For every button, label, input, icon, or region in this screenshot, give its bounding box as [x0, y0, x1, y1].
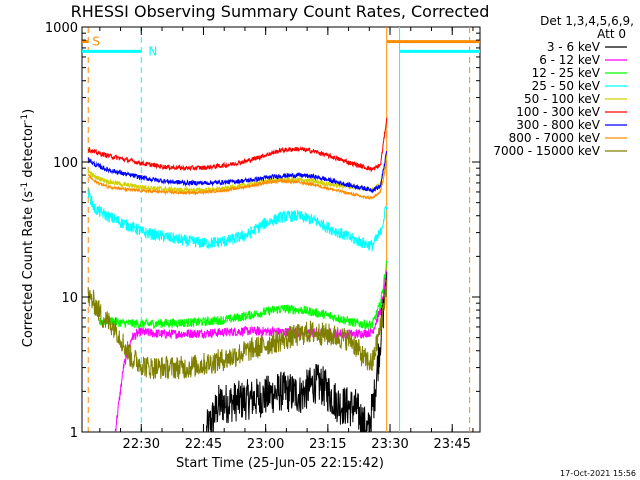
state-label-S: S: [92, 35, 100, 49]
y-axis-label-part2: detector: [21, 122, 36, 182]
legend-header-line2: Att 0: [597, 27, 626, 41]
x-tick-label-2: 23:00: [247, 437, 284, 452]
y-axis-label-part1: Corrected Count Rate (s: [21, 191, 36, 348]
legend-label-6: 300 - 800 keV: [516, 118, 600, 132]
footer-date: 17-Oct-2021 15:56: [560, 469, 636, 478]
y-tick-label-1: 10: [61, 291, 78, 306]
legend-label-2: 12 - 25 keV: [532, 66, 601, 80]
series-line-5: [87, 117, 388, 173]
x-tick-label-1: 22:45: [185, 437, 222, 452]
plot-frame: [81, 26, 481, 433]
legend-label-0: 3 - 6 keV: [547, 40, 601, 54]
series-line-6: [87, 150, 388, 194]
y-axis-label-part3: ): [21, 109, 36, 114]
series-line-2: [98, 260, 388, 330]
y-tick-label-2: 100: [53, 156, 78, 171]
legend-label-1: 6 - 12 keV: [539, 53, 601, 67]
series-line-3: [87, 188, 388, 252]
plot-border: [81, 26, 481, 433]
x-tick-label-4: 23:30: [371, 437, 408, 452]
y-axis-label: Corrected Count Rate (s-1 detector-1): [20, 109, 36, 347]
legend-label-5: 100 - 300 keV: [516, 105, 600, 119]
legend-label-3: 25 - 50 keV: [532, 79, 601, 93]
y-axis-label-sup1: -1: [20, 182, 30, 191]
chart-title: RHESSI Observing Summary Count Rates, Co…: [71, 2, 490, 21]
x-tick-label-5: 23:45: [433, 437, 470, 452]
legend-label-8: 7000 - 15000 keV: [493, 144, 600, 158]
series-layer: [87, 117, 388, 432]
axis-ticks: 22:30 22:45 23:00 23:15 23:30 23:45 1 10 100 1000: [45, 21, 480, 452]
state-bars: SN: [82, 35, 480, 58]
legend-label-7: 800 - 7000 keV: [509, 131, 601, 145]
y-axis-label-sup2: -1: [20, 114, 30, 123]
y-tick-label-3: 1000: [45, 21, 78, 36]
x-axis-label: Start Time (25-Jun-05 22:15:42): [176, 456, 384, 471]
x-tick-label-0: 22:30: [123, 437, 160, 452]
state-label-N: N: [148, 44, 157, 58]
legend-header-line1: Det 1,3,4,5,6,9,: [540, 14, 634, 28]
series-line-8: [87, 279, 388, 380]
series-line-0: [205, 271, 388, 432]
series-line-7: [87, 162, 388, 201]
x-tick-label-3: 23:15: [309, 437, 346, 452]
y-tick-label-0: 1: [70, 426, 78, 441]
legend-label-4: 50 - 100 keV: [524, 92, 601, 106]
